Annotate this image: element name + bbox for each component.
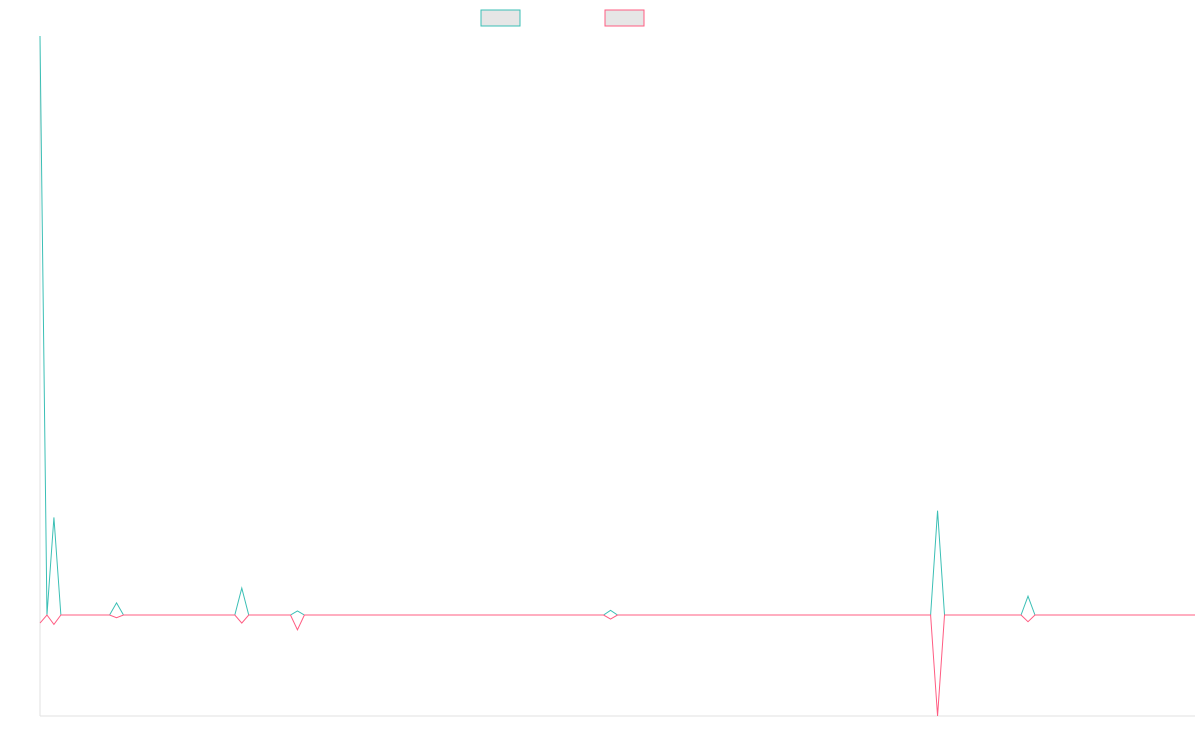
series-layer — [39, 35, 1195, 717]
legend[interactable] — [480, 9, 645, 27]
series-line-2 — [39, 614, 1195, 717]
legend-swatch-series-1[interactable] — [480, 9, 521, 27]
axes — [39, 36, 1195, 717]
legend-swatch-series-2[interactable] — [604, 9, 645, 27]
series-line-1 — [39, 35, 1195, 616]
